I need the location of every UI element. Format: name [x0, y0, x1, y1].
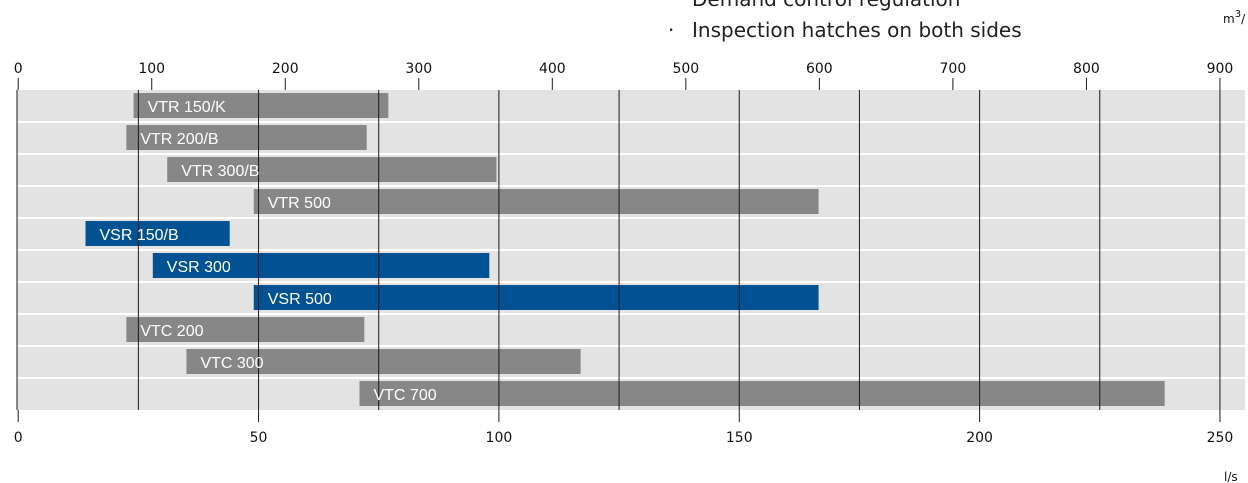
bar-label: VTR 500: [268, 195, 331, 212]
top-axis-ticks: 0 100 200 300 400 500 600 700 800 900: [14, 61, 1234, 90]
bar-vsr-500: [253, 285, 819, 310]
bullet-inspection-hatches: Inspection hatches on both sides: [692, 18, 1022, 42]
bar-vtc-700: [359, 381, 1165, 406]
bar-label: VSR 150/B: [99, 227, 178, 244]
bar-vtc-200: [126, 317, 365, 342]
bottom-tick-label: 0: [14, 430, 23, 446]
bars: [85, 93, 1165, 406]
bar-vsr-150-b: [85, 221, 230, 246]
bar-label: VTR 200/B: [140, 131, 218, 148]
top-tick-label: 800: [1073, 61, 1100, 77]
bullet-marker: ·: [668, 0, 674, 11]
bottom-tick-label: 100: [486, 430, 513, 446]
bar-vtr-500: [253, 189, 819, 214]
grid: [16, 90, 1245, 410]
bottom-tick-label: 250: [1207, 430, 1234, 446]
bar-vtr-200-b: [126, 125, 367, 150]
bar-label: VTC 700: [373, 387, 436, 404]
top-tick-label: 500: [672, 61, 699, 77]
bullet-marker: ·: [668, 18, 674, 42]
bar-label: VSR 300: [167, 259, 231, 276]
top-tick-label: 400: [539, 61, 566, 77]
bar-vsr-300: [152, 253, 490, 278]
top-tick-label: 900: [1207, 61, 1234, 77]
bar-label: VTC 300: [200, 355, 263, 372]
bar-label: VSR 500: [268, 291, 332, 308]
bar-label: VTC 200: [140, 323, 203, 340]
bar-vtr-150-k: [133, 93, 389, 118]
top-axis-unit-base: m: [1223, 12, 1235, 26]
bar-vtr-300-b: [167, 157, 497, 182]
bottom-tick-label: 200: [966, 430, 993, 446]
top-tick-label: 200: [272, 61, 299, 77]
top-tick-label: 300: [405, 61, 432, 77]
bar-vtc-300: [186, 349, 581, 374]
bottom-tick-label: 150: [726, 430, 753, 446]
bottom-tick-label: 50: [250, 430, 268, 446]
bullet-demand-control: Demand control regulation: [692, 0, 960, 11]
top-tick-label: 700: [940, 61, 967, 77]
top-axis-unit-sup: 3: [1235, 9, 1241, 20]
feature-bullets: · Demand control regulation · Inspection…: [668, 0, 1022, 42]
bar-labels: VTR 150/K VTR 200/B VTR 300/B VTR 500 VSR 15…: [99, 99, 436, 404]
top-tick-label: 600: [806, 61, 833, 77]
top-tick-label: 0: [14, 61, 23, 77]
bar-label: VTR 300/B: [181, 163, 259, 180]
bar-label: VTR 150/K: [148, 99, 227, 116]
top-axis-unit-suffix: /: [1241, 12, 1246, 26]
bottom-axis-unit: l/s: [1224, 470, 1238, 483]
bottom-axis-ticks: 0 50 100 150 200 250: [14, 410, 1234, 446]
top-tick-label: 100: [138, 61, 165, 77]
top-axis-unit: m3/: [1223, 9, 1246, 26]
